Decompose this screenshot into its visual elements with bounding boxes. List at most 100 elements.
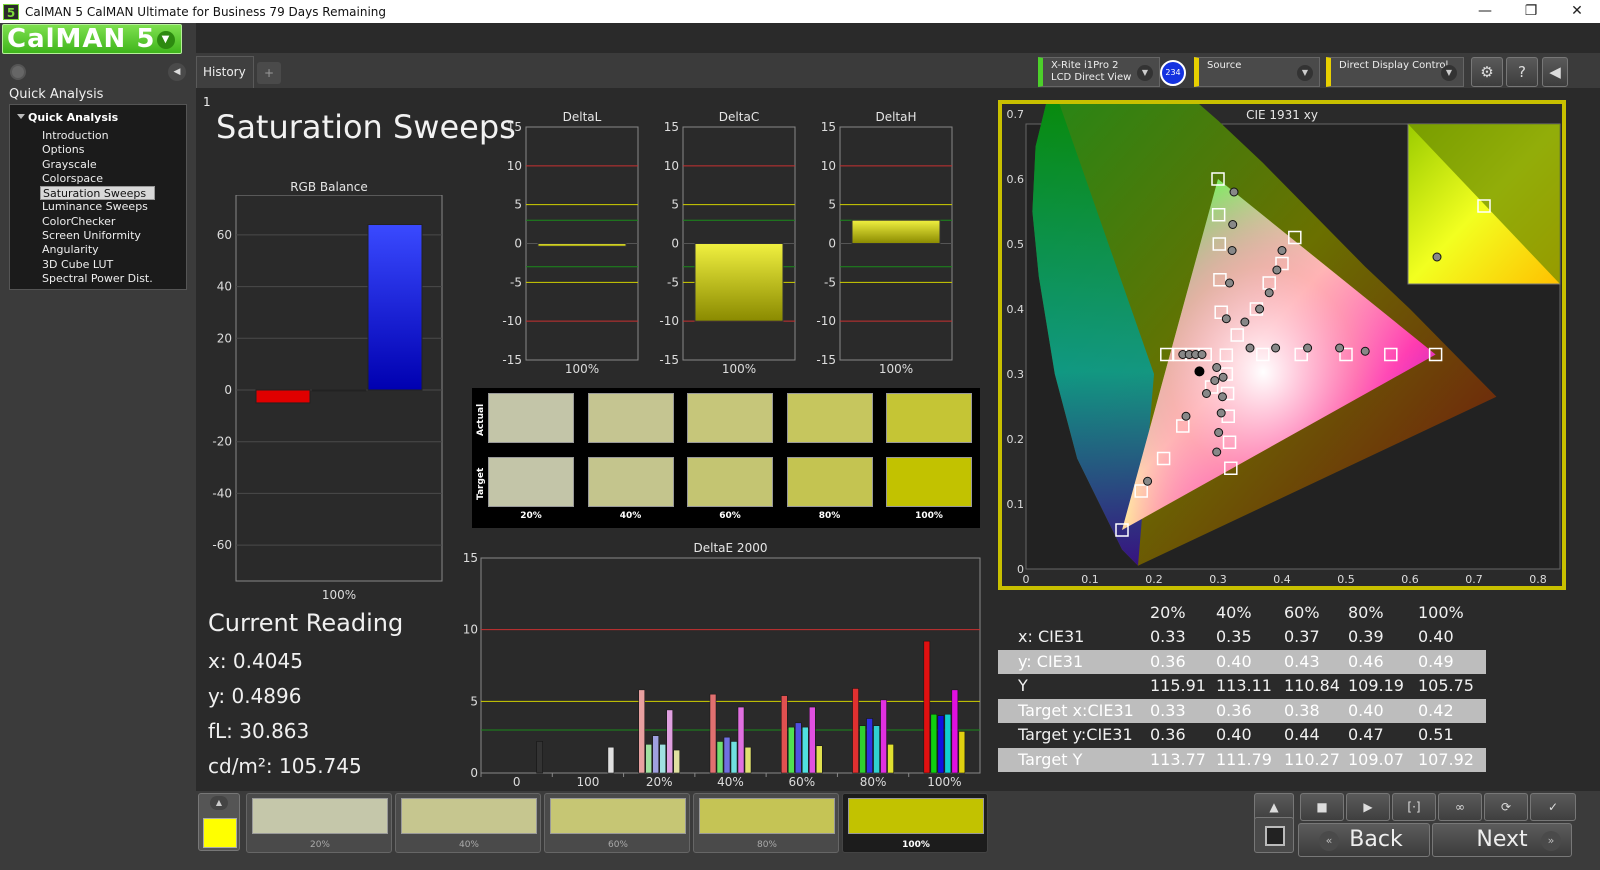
tree-item[interactable]: Luminance Sweeps <box>42 200 148 214</box>
tree-item[interactable]: ColorChecker <box>42 214 116 228</box>
stop-meter-button[interactable] <box>1254 817 1294 853</box>
y-tick-label: 10 <box>507 159 522 173</box>
chevron-up-icon[interactable]: ▲ <box>210 796 228 810</box>
x-tick-label: 100% <box>927 775 961 788</box>
y-tick-label: 5 <box>828 198 836 212</box>
display-selector[interactable]: Direct Display Control ▼ <box>1326 57 1464 87</box>
table-cell: 100% <box>1418 603 1464 622</box>
tree-item[interactable]: Introduction <box>42 129 109 142</box>
y-tick-label: 0.3 <box>1007 368 1025 381</box>
patch-button[interactable]: 20% <box>246 793 392 853</box>
row-label: Y <box>1018 676 1028 696</box>
deltae-bar <box>873 725 880 774</box>
patch-label: 60% <box>607 840 628 850</box>
chevron-up-icon: ▲ <box>1269 800 1279 814</box>
deltae-bar <box>937 715 945 774</box>
calman-logo-button[interactable]: CalMAN 5 ▼ <box>2 24 182 54</box>
actual-marker <box>1210 376 1220 385</box>
page-title: Saturation Sweeps <box>216 108 516 146</box>
patch-button[interactable]: 40% <box>395 793 541 853</box>
play-button[interactable]: ▶ <box>1346 793 1390 821</box>
patch-button[interactable]: 60% <box>544 793 690 853</box>
deltae-bar <box>645 744 652 774</box>
next-button[interactable]: Next » <box>1432 823 1572 857</box>
deltae-bar <box>816 745 823 774</box>
panel-pin-icon[interactable] <box>10 64 26 80</box>
collapse-right-button[interactable]: ◀ <box>1542 57 1568 87</box>
y-tick-label: 0.2 <box>1007 433 1025 446</box>
patch-button[interactable]: 100% <box>842 793 988 853</box>
tree-item[interactable]: Colorspace <box>42 171 103 185</box>
tab-history-1[interactable]: History 1 <box>196 56 254 109</box>
tree-item[interactable]: Saturation Sweeps <box>40 186 155 201</box>
tree-item[interactable]: Angularity <box>42 243 99 257</box>
target-marker <box>1230 328 1244 342</box>
deltae-bar <box>659 744 666 774</box>
actual-marker <box>1272 265 1282 275</box>
tree-item[interactable]: Grayscale <box>42 157 97 171</box>
tree-expand-icon[interactable] <box>17 114 25 119</box>
swatch-label: 40% <box>619 511 642 521</box>
help-button[interactable]: ? <box>1506 57 1538 87</box>
actual-marker <box>1227 246 1237 255</box>
rgb-bar-green <box>311 389 367 392</box>
continuous-button[interactable]: ∞ <box>1438 793 1482 821</box>
actual-marker <box>1212 363 1222 372</box>
settings-button[interactable]: ⚙ <box>1471 57 1503 87</box>
patch-color <box>252 798 388 834</box>
source-selector[interactable]: Source ▼ <box>1194 57 1320 87</box>
zoom-inset-locus <box>1408 124 1560 284</box>
y-tick-label: 0.7 <box>1007 108 1025 121</box>
table-row: Target y:CIE31 0.36 0.40 0.44 0.47 0.51 <box>998 723 1486 748</box>
actual-swatch <box>587 393 674 443</box>
bracket-icon: [·] <box>1407 800 1421 814</box>
table-cell: 109.07 <box>1348 750 1404 769</box>
target-marker <box>1428 347 1443 362</box>
table-cell: 110.84 <box>1284 676 1340 696</box>
table-cell: 20% <box>1150 603 1186 622</box>
target-label: Target <box>476 467 486 500</box>
target-marker <box>1219 348 1234 362</box>
x-tick-label: 0.5 <box>1337 573 1355 586</box>
add-tab-button[interactable]: + <box>257 62 281 84</box>
collapse-panel-icon[interactable]: ◀ <box>168 63 186 81</box>
patch-button[interactable]: 80% <box>693 793 839 853</box>
swatch-comparison: Actual Target 20% 40% 60% 80% 100% <box>472 388 980 528</box>
deltae-bar <box>887 744 894 774</box>
actual-marker <box>1143 476 1153 486</box>
meter-selector[interactable]: X-Rite i1Pro 2 LCD Direct View ▼ <box>1038 57 1160 87</box>
actual-marker <box>1240 317 1250 327</box>
patch-label: 40% <box>458 840 479 850</box>
deltae-bar <box>958 731 966 774</box>
x-axis-label: 100% <box>322 588 356 602</box>
target-marker <box>1294 347 1308 362</box>
target-swatch <box>488 457 574 507</box>
tree-item[interactable]: Spectral Power Dist. <box>42 271 153 285</box>
table-cell: 0.40 <box>1216 725 1252 745</box>
y-tick-label: 0 <box>1017 563 1024 576</box>
back-button[interactable]: « Back <box>1298 823 1430 857</box>
refresh-button[interactable]: ⟳ <box>1484 793 1528 821</box>
x-tick-label: 0.2 <box>1145 573 1163 586</box>
stop-button[interactable]: ■ <box>1300 793 1344 821</box>
tree-item[interactable]: 3D Cube LUT <box>42 257 114 271</box>
close-button[interactable]: ✕ <box>1571 3 1583 19</box>
tree-item[interactable]: Options <box>42 143 85 157</box>
meter-name: X-Rite i1Pro 2 <box>1051 60 1119 71</box>
meter-badge[interactable]: 234 <box>1160 60 1186 86</box>
maximize-button[interactable]: ❐ <box>1524 3 1538 19</box>
read-series-button[interactable]: [·] <box>1392 793 1436 821</box>
y-tick-label: 20 <box>217 331 232 345</box>
table-cell: 0.49 <box>1418 651 1454 671</box>
y-tick-label: 10 <box>664 159 679 173</box>
tree-root[interactable]: Quick Analysis <box>28 111 119 124</box>
y-tick-label: 0 <box>470 766 478 780</box>
meter-mode: LCD Direct View <box>1051 72 1132 83</box>
tree-item[interactable]: Screen Uniformity <box>42 229 141 243</box>
check-button[interactable]: ✓ <box>1530 793 1576 821</box>
y-tick-label: 0 <box>514 237 522 251</box>
target-swatch <box>786 457 873 507</box>
chevron-left-icon: ◀ <box>1549 63 1561 81</box>
minimize-button[interactable]: — <box>1478 3 1492 19</box>
target-marker <box>1115 523 1129 537</box>
